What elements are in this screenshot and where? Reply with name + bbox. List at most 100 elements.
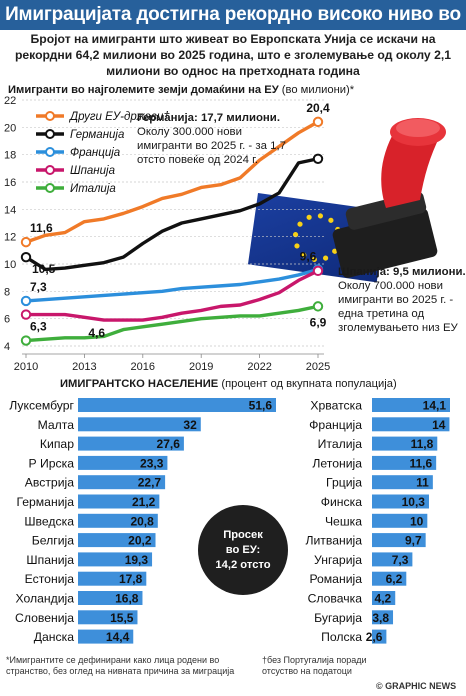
bar xyxy=(78,475,166,490)
bar-category-label: Кипар xyxy=(40,437,74,451)
germany-annotation-text: Околу 300.000 нови имигранти во 2025 г. … xyxy=(137,126,286,166)
bar xyxy=(78,494,160,509)
y-tick-label: 4 xyxy=(4,341,10,353)
bar-value-label: 11,8 xyxy=(411,437,434,451)
bar xyxy=(78,552,153,567)
bar-row: Словенија 15,5 xyxy=(15,610,138,625)
bar xyxy=(372,494,429,509)
bar-row: Хрватска 14,1 xyxy=(310,398,450,413)
data-label: 6,9 xyxy=(310,315,327,329)
line-chart-title-main: Имигранти во најголемите земји домаќини … xyxy=(8,84,279,96)
credit: © GRAPHIC NEWS xyxy=(376,681,457,691)
legend-swatch-dot xyxy=(45,129,55,139)
legend-label: Италија xyxy=(70,183,116,195)
germany-annotation: Германија: 17,7 милиони. Околу 300.000 н… xyxy=(137,111,287,167)
bar-value-label: 23,3 xyxy=(140,456,164,470)
bar-value-label: 15,5 xyxy=(110,611,134,625)
legend-swatch-dot xyxy=(45,147,55,157)
footnote-portugal: †без Португалија поради отсуство на пода… xyxy=(262,655,374,677)
bar-category-label: Полска xyxy=(321,630,362,644)
bar xyxy=(372,610,394,625)
bar-category-label: Литванија xyxy=(305,534,362,548)
bar-row: Унгарија 7,3 xyxy=(314,552,413,567)
series-0: 11,6 20,4 xyxy=(20,101,330,248)
bar-category-label: Словачка xyxy=(308,592,363,606)
bar-chart-title-unit: (процент од вкупната популација) xyxy=(221,378,397,390)
y-tick-label: 20 xyxy=(4,122,16,134)
series-line xyxy=(24,304,320,343)
bar xyxy=(78,629,134,644)
bar-value-label: 16,8 xyxy=(115,592,139,606)
bar-value-label: 51,6 xyxy=(249,399,273,413)
eu-stamp-illustration xyxy=(247,118,446,283)
bar-value-label: 2,6 xyxy=(366,630,383,644)
bar-category-label: Хрватска xyxy=(310,399,362,413)
bar-value-label: 20,8 xyxy=(130,514,154,528)
bar xyxy=(78,571,147,586)
bar-category-label: Белгија xyxy=(32,534,74,548)
series-endpoint xyxy=(20,251,32,263)
bar-category-label: Естонија xyxy=(25,572,75,586)
bar xyxy=(372,591,396,605)
bar-row: Полска 2,6 xyxy=(321,629,387,644)
subtitle: Бројот на имигранти што живеат во Европс… xyxy=(14,32,452,78)
bar xyxy=(372,533,426,548)
bar-value-label: 9,7 xyxy=(405,534,422,548)
data-label: 6,3 xyxy=(30,320,47,334)
bar-category-label: Австрија xyxy=(25,476,74,490)
bar-category-label: Шпанија xyxy=(26,553,74,567)
bar-row: Чешка 10 xyxy=(325,513,428,528)
bar-value-label: 11,6 xyxy=(409,456,432,470)
bar-category-label: Р Ирска xyxy=(28,456,74,470)
bar-category-label: Чешка xyxy=(325,514,362,528)
series-4: 4,6 6,9 xyxy=(20,301,327,346)
bar-row: Литванија 9,7 xyxy=(305,533,426,548)
x-tick-label: 2019 xyxy=(189,361,213,373)
bar-chart-title-main: ИМИГРАНТСКО НАСЕЛЕНИЕ xyxy=(60,378,219,390)
bar xyxy=(372,513,428,528)
bar-category-label: Германија xyxy=(16,495,74,509)
bar-row: Австрија 22,7 xyxy=(25,475,166,490)
bar-row: Шведска 20,8 xyxy=(24,513,158,528)
series-endpoint xyxy=(20,335,32,346)
data-label: 9,6 xyxy=(300,249,317,263)
series-2: 7,3 9,6 xyxy=(20,249,324,307)
stamp-graphic xyxy=(332,118,446,278)
bar-row: Италија 11,8 xyxy=(318,436,438,451)
bar-category-label: Луксембург xyxy=(9,399,74,413)
bar-category-label: Франција xyxy=(309,418,362,432)
bar-category-label: Шведска xyxy=(24,514,74,528)
bar-value-label: 7,3 xyxy=(392,553,409,567)
bar-row: Данска 14,4 xyxy=(34,629,134,644)
series-3: 6,3 xyxy=(20,265,324,334)
bar xyxy=(372,629,387,644)
x-tick-label: 2022 xyxy=(247,361,271,373)
bar xyxy=(78,591,143,605)
bar-value-label: 22,7 xyxy=(138,476,162,490)
bar-row: Финска 10,3 xyxy=(321,494,429,509)
headline: Имиграцијата достигна рекордно високо ни… xyxy=(0,0,466,55)
series-endpoint xyxy=(312,116,324,128)
series-layer: 11,6 20,4 10,5 7,3 9,6 6,3 4,6 6,9 xyxy=(20,101,330,346)
legend-label: Франција xyxy=(70,147,120,159)
bar xyxy=(78,398,276,412)
bar-row: Грција 11 xyxy=(326,475,433,490)
bar-category-label: Грција xyxy=(326,476,362,490)
bar-value-label: 4,2 xyxy=(375,592,392,606)
bar-value-label: 27,6 xyxy=(157,437,181,451)
series-endpoint xyxy=(20,309,32,320)
legend-swatch-dot xyxy=(45,183,55,193)
bar-row: Летонија 11,6 xyxy=(312,455,437,470)
bar xyxy=(372,475,433,490)
footnote-portugal-mark: † xyxy=(262,655,268,665)
data-label: 20,4 xyxy=(306,101,330,115)
bar-category-label: Бугарија xyxy=(314,611,362,625)
series-endpoint xyxy=(312,153,324,164)
bar-row: Холандија 16,8 xyxy=(15,591,143,606)
bar xyxy=(372,417,450,432)
bar-row: Словачка 4,2 xyxy=(308,591,396,606)
spain-annotation: Шпанија: 9,5 милиони. Околу 700.000 нови… xyxy=(338,265,466,335)
y-axis-grid: 4 6 8 10 12 14 16 18 20 22 xyxy=(4,96,324,353)
bar-category-label: Холандија xyxy=(15,592,74,606)
bar-row: Франција 14 xyxy=(309,417,450,432)
